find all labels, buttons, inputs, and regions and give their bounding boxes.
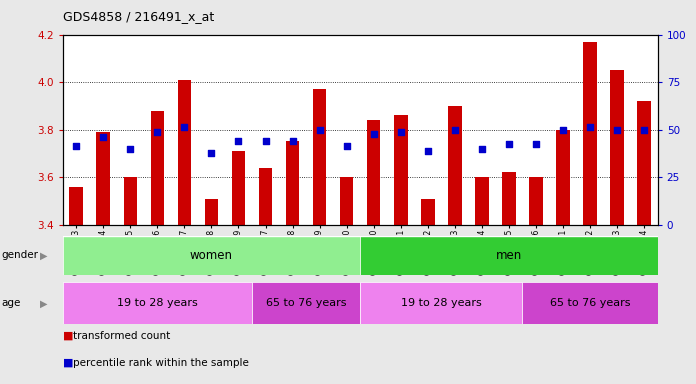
Bar — [523, 282, 658, 324]
Bar — [503, 172, 516, 225]
Point — [314, 126, 325, 132]
Bar — [394, 115, 408, 225]
Text: transformed count: transformed count — [73, 331, 171, 341]
Bar — [529, 177, 543, 225]
Point — [260, 138, 271, 144]
Text: gender: gender — [1, 250, 38, 260]
Bar — [583, 42, 597, 225]
Text: ▶: ▶ — [40, 250, 48, 260]
Text: men: men — [496, 249, 522, 262]
Point — [368, 131, 379, 137]
Bar — [638, 101, 651, 225]
Bar — [361, 282, 523, 324]
Text: women: women — [190, 249, 233, 262]
Bar — [63, 236, 361, 275]
Point — [70, 143, 81, 149]
Bar — [97, 132, 110, 225]
Bar — [340, 177, 354, 225]
Bar — [123, 177, 137, 225]
Point — [557, 126, 569, 132]
Point — [125, 146, 136, 152]
Point — [503, 141, 514, 147]
Point — [639, 126, 650, 132]
Text: 19 to 28 years: 19 to 28 years — [117, 298, 198, 308]
Bar — [421, 199, 434, 225]
Point — [287, 138, 298, 144]
Bar — [313, 89, 326, 225]
Text: 65 to 76 years: 65 to 76 years — [266, 298, 347, 308]
Point — [206, 150, 217, 156]
Text: 65 to 76 years: 65 to 76 years — [550, 298, 631, 308]
Point — [450, 126, 461, 132]
Bar — [361, 236, 658, 275]
Text: GDS4858 / 216491_x_at: GDS4858 / 216491_x_at — [63, 10, 214, 23]
Bar — [286, 141, 299, 225]
Point — [530, 141, 541, 147]
Bar — [610, 70, 624, 225]
Text: percentile rank within the sample: percentile rank within the sample — [73, 358, 249, 368]
Text: ■: ■ — [63, 358, 73, 368]
Bar — [205, 199, 218, 225]
Bar — [150, 111, 164, 225]
Bar — [448, 106, 461, 225]
Point — [395, 129, 406, 135]
Point — [612, 126, 623, 132]
Text: ■: ■ — [63, 331, 73, 341]
Text: age: age — [1, 298, 21, 308]
Point — [341, 143, 352, 149]
Point — [179, 124, 190, 130]
Bar — [252, 282, 361, 324]
Point — [152, 129, 163, 135]
Bar — [475, 177, 489, 225]
Bar — [70, 187, 83, 225]
Bar — [232, 151, 245, 225]
Point — [585, 124, 596, 130]
Bar — [177, 80, 191, 225]
Bar — [367, 120, 381, 225]
Bar — [259, 167, 272, 225]
Point — [422, 148, 434, 154]
Text: ▶: ▶ — [40, 298, 48, 308]
Point — [476, 146, 487, 152]
Point — [97, 134, 109, 140]
Point — [233, 138, 244, 144]
Bar — [63, 282, 252, 324]
Bar — [556, 129, 570, 225]
Text: 19 to 28 years: 19 to 28 years — [401, 298, 482, 308]
